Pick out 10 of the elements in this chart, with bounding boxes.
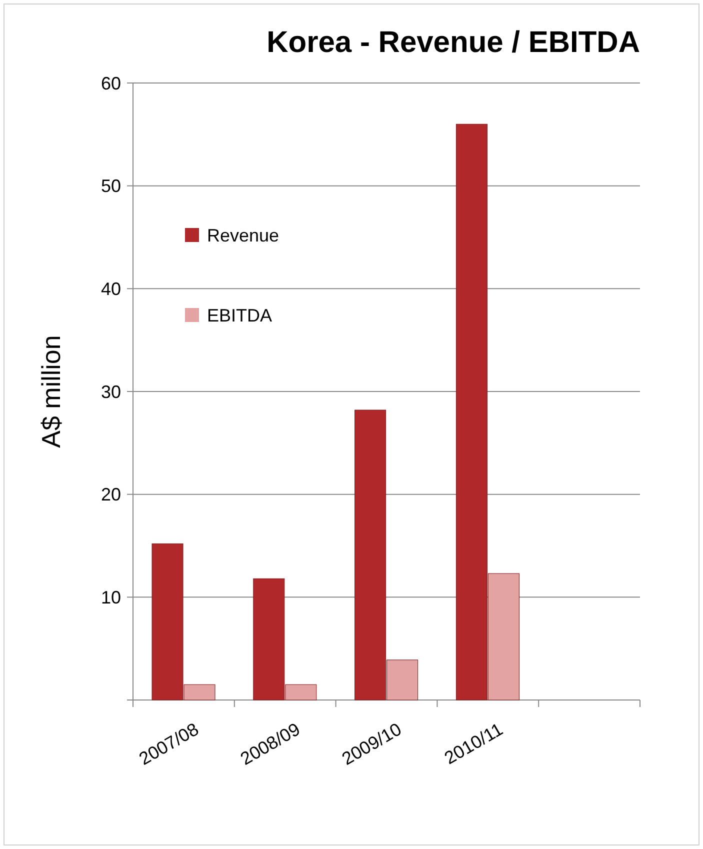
chart-title: Korea - Revenue / EBITDA bbox=[266, 26, 640, 59]
legend-label: EBITDA bbox=[207, 305, 272, 326]
y-tick-label: 40 bbox=[100, 278, 121, 299]
y-tick-label: 50 bbox=[100, 176, 121, 196]
y-tick-label: 30 bbox=[100, 382, 121, 402]
y-tick-label: 60 bbox=[100, 73, 121, 94]
legend-label: Revenue bbox=[207, 225, 280, 246]
y-axis-title: A$ million bbox=[36, 335, 66, 448]
y-tick-label: 20 bbox=[100, 484, 121, 505]
y-tick-label: 10 bbox=[100, 587, 121, 608]
